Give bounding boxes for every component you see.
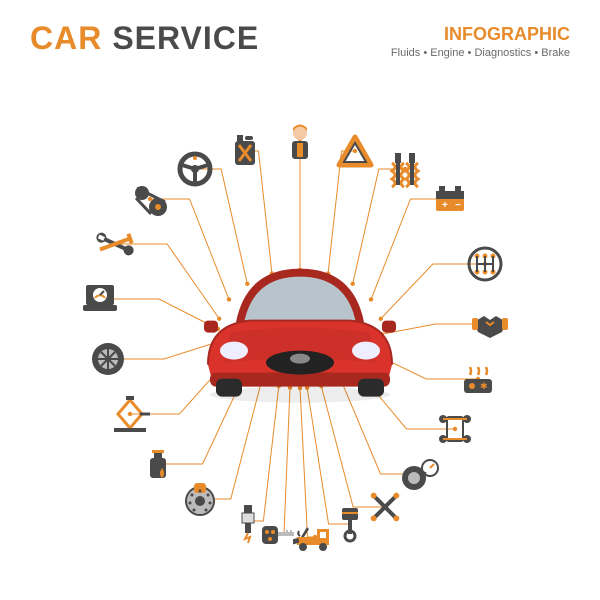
steering-wheel-icon [173, 147, 217, 191]
mechanic-icon [278, 117, 322, 161]
wheel-icon [86, 337, 130, 381]
battery-icon [428, 177, 472, 221]
chassis-icon [433, 407, 477, 451]
gearshift-icon [463, 242, 507, 286]
shock-absorber-icon [383, 147, 427, 191]
brake-disc-icon [178, 477, 222, 521]
radial-diagram [0, 69, 600, 589]
subtitle: INFOGRAPHIC [391, 24, 570, 45]
climate-control-icon [456, 357, 500, 401]
car-jack-icon [108, 392, 152, 436]
car-illustration [190, 255, 410, 410]
diagnostics-laptop-icon [78, 277, 122, 321]
oil-can-icon [138, 442, 182, 486]
tow-truck-icon [293, 515, 337, 559]
wrench-cross-icon [93, 222, 137, 266]
jerrycan-icon [223, 129, 267, 173]
title-word-2: SERVICE [112, 20, 259, 57]
title: CAR SERVICE [30, 20, 259, 57]
subtitle-tags: Fluids • Engine • Diagnostics • Brake [391, 47, 570, 59]
warning-triangle-icon [333, 129, 377, 173]
title-word-1: CAR [30, 20, 102, 57]
subtitle-group: INFOGRAPHIC Fluids • Engine • Diagnostic… [391, 24, 570, 59]
handshake-icon [468, 302, 512, 346]
header: CAR SERVICE INFOGRAPHIC Fluids • Engine … [0, 0, 600, 69]
timing-belt-icon [128, 177, 172, 221]
